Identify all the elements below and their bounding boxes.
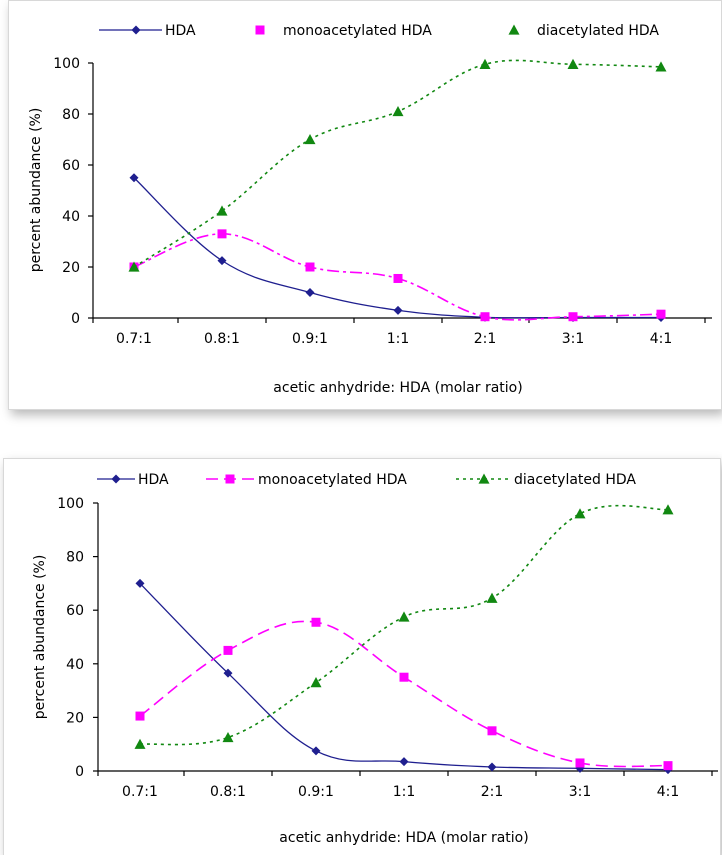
bottom-chart-y-axis-title: percent abundance (%) xyxy=(32,555,48,720)
bottom-chart-y-tick-label: 0 xyxy=(75,764,84,780)
top-chart-y-tick-label: 0 xyxy=(71,311,80,327)
bottom-chart-data-point-hda xyxy=(399,757,409,767)
top-chart-data-point-diacetylated-hda xyxy=(304,134,316,145)
bottom-chart-data-point-hda xyxy=(311,746,321,756)
top-chart-y-tick-label: 80 xyxy=(62,107,80,123)
top-chart-y-tick-label: 100 xyxy=(53,56,80,72)
bottom-chart-data-point-hda xyxy=(487,762,497,772)
bottom-chart-x-tick-label: 1:1 xyxy=(393,784,416,800)
top-chart-data-point-monoacetylated-hda xyxy=(305,262,315,272)
bottom-chart-x-tick-label: 4:1 xyxy=(657,784,680,800)
bottom-chart-x-tick-label: 0.7:1 xyxy=(122,784,158,800)
bottom-chart-data-point-diacetylated-hda xyxy=(574,508,586,519)
bottom-chart-y-tick-label: 80 xyxy=(66,550,84,566)
bottom-chart-y-tick-label: 60 xyxy=(66,603,84,619)
top-chart-data-point-monoacetylated-hda xyxy=(217,229,227,239)
bottom-chart-legend-marker-hda xyxy=(111,474,121,484)
bottom-chart-data-point-monoacetylated-hda xyxy=(663,761,673,771)
top-chart-y-tick-label: 40 xyxy=(62,209,80,225)
bottom-chart-data-point-monoacetylated-hda xyxy=(399,672,409,682)
bottom-chart-data-point-monoacetylated-hda xyxy=(135,711,145,721)
bottom-chart-x-tick-label: 0.9:1 xyxy=(298,784,334,800)
top-chart-y-tick-label: 60 xyxy=(62,158,80,174)
top-chart-data-point-diacetylated-hda xyxy=(479,58,491,69)
bottom-chart-x-axis-title: acetic anhydride: HDA (molar ratio) xyxy=(279,830,528,846)
top-chart-series-line-diacetylated-hda xyxy=(133,59,662,268)
top-chart-legend-marker-monoacetylated-hda xyxy=(255,25,265,35)
bottom-chart-legend-label-diacetylated-hda: diacetylated HDA xyxy=(514,472,636,488)
chart-panel-bottom xyxy=(3,458,721,855)
bottom-chart-x-tick-label: 2:1 xyxy=(481,784,504,800)
top-chart-legend-marker-hda xyxy=(131,25,141,35)
bottom-chart-x-tick-label: 0.8:1 xyxy=(210,784,246,800)
top-chart-x-axis-title: acetic anhydride: HDA (molar ratio) xyxy=(273,380,522,396)
bottom-chart-data-point-diacetylated-hda xyxy=(662,504,674,515)
chart-panel-top xyxy=(8,0,722,410)
top-chart-x-tick-label: 1:1 xyxy=(387,331,410,347)
top-chart-data-point-monoacetylated-hda xyxy=(656,309,666,319)
top-chart-data-point-hda xyxy=(129,173,139,183)
top-chart-data-point-hda xyxy=(305,288,315,297)
bottom-chart-legend-label-monoacetylated-hda: monoacetylated HDA xyxy=(258,472,407,488)
bottom-chart-legend-marker-diacetylated-hda xyxy=(478,473,490,484)
bottom-chart-data-point-diacetylated-hda xyxy=(222,732,234,743)
top-chart-x-tick-label: 0.9:1 xyxy=(292,331,328,347)
top-chart-data-point-monoacetylated-hda xyxy=(568,312,578,322)
top-chart-legend-label-diacetylated-hda: diacetylated HDA xyxy=(537,23,659,39)
bottom-chart-data-point-hda xyxy=(223,668,233,678)
top-chart-data-point-diacetylated-hda xyxy=(392,105,404,117)
bottom-chart-legend-label-hda: HDA xyxy=(138,472,169,488)
top-chart-data-point-hda xyxy=(217,256,227,266)
top-chart-x-tick-label: 4:1 xyxy=(650,331,673,347)
bottom-chart-data-point-diacetylated-hda xyxy=(134,738,146,749)
top-chart-data-point-hda xyxy=(393,305,403,315)
top-chart-data-point-monoacetylated-hda xyxy=(393,273,403,283)
bottom-chart-y-tick-label: 100 xyxy=(57,496,84,512)
bottom-chart-data-point-diacetylated-hda xyxy=(398,611,410,622)
bottom-chart-y-tick-label: 20 xyxy=(66,710,84,726)
top-chart-data-point-diacetylated-hda xyxy=(567,58,579,69)
top-chart-y-axis-title: percent abundance (%) xyxy=(28,108,44,273)
bottom-chart-data-point-diacetylated-hda xyxy=(310,677,322,688)
top-chart-x-tick-label: 3:1 xyxy=(562,331,585,347)
bottom-chart-data-point-monoacetylated-hda xyxy=(223,645,233,655)
bottom-chart-data-point-monoacetylated-hda xyxy=(487,726,497,736)
bottom-chart-legend-marker-monoacetylated-hda xyxy=(225,474,235,484)
bottom-chart-data-point-hda xyxy=(135,578,145,588)
bottom-chart-y-tick-label: 40 xyxy=(66,657,84,673)
bottom-chart-data-point-monoacetylated-hda xyxy=(575,758,585,768)
top-chart-series-line-hda xyxy=(133,177,662,319)
bottom-chart-series-line-monoacetylated-hda xyxy=(139,620,669,768)
top-chart-legend-label-hda: HDA xyxy=(165,23,196,39)
top-chart-data-point-diacetylated-hda xyxy=(216,205,228,216)
bottom-chart-data-point-diacetylated-hda xyxy=(486,592,498,603)
top-chart-legend-marker-diacetylated-hda xyxy=(508,24,520,35)
top-chart-legend-label-monoacetylated-hda: monoacetylated HDA xyxy=(283,23,432,39)
top-chart-data-point-diacetylated-hda xyxy=(128,261,140,272)
top-chart-x-tick-label: 0.8:1 xyxy=(204,331,240,347)
top-chart-y-tick-label: 20 xyxy=(62,260,80,276)
top-chart-x-tick-label: 0.7:1 xyxy=(116,331,152,347)
bottom-chart-x-tick-label: 3:1 xyxy=(569,784,592,800)
top-chart-x-tick-label: 2:1 xyxy=(474,331,497,347)
bottom-chart-series-line-diacetylated-hda xyxy=(139,504,669,746)
bottom-chart-data-point-monoacetylated-hda xyxy=(311,617,321,627)
top-chart-data-point-diacetylated-hda xyxy=(655,61,667,72)
top-chart-data-point-monoacetylated-hda xyxy=(480,312,490,322)
